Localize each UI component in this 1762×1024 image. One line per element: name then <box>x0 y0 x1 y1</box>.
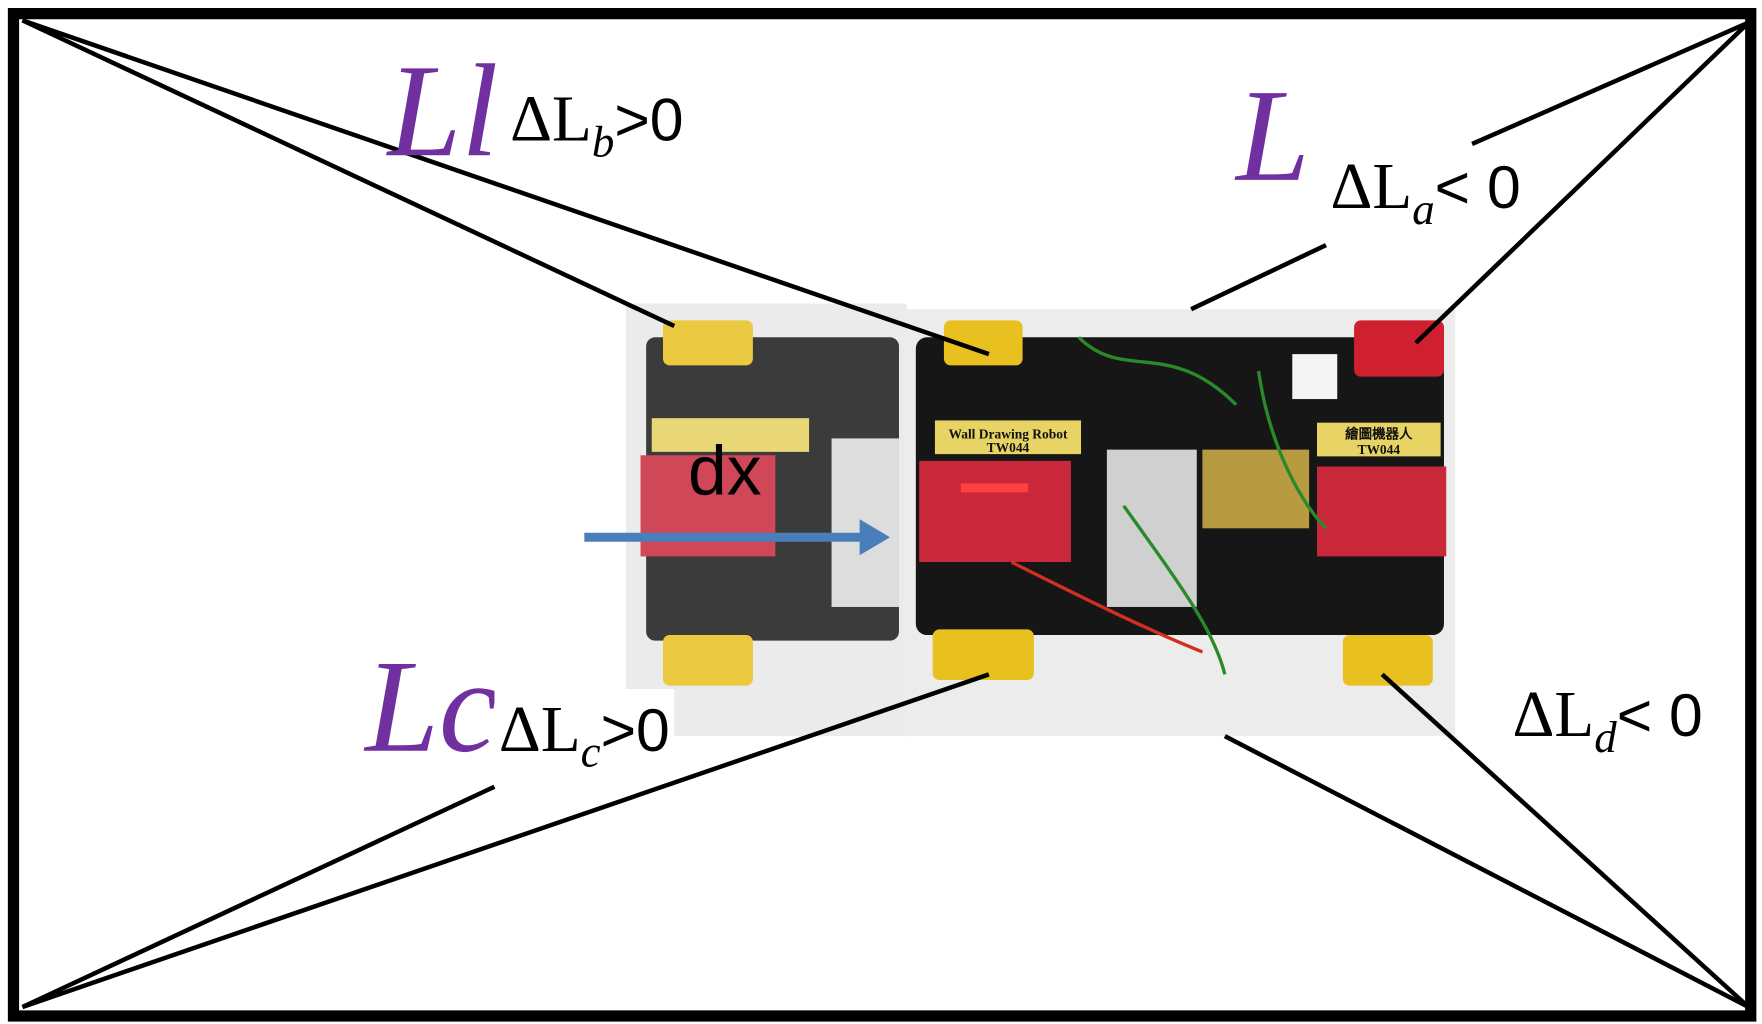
purple-label: Ll <box>386 37 499 184</box>
ghost-robot-photo <box>626 304 907 737</box>
delta-sub: a <box>1412 184 1434 234</box>
purple-label: L <box>1234 62 1310 209</box>
delta-relation: < 0 <box>1435 153 1521 221</box>
delta-relation: < 0 <box>1617 681 1703 749</box>
delta-sub: d <box>1594 712 1617 762</box>
dx-label: dx <box>688 432 762 510</box>
delta-relation: >0 <box>601 696 670 764</box>
photo-label: TW044 <box>987 440 1030 455</box>
delta-sub: c <box>581 727 601 777</box>
purple-label: Lc <box>363 633 498 780</box>
delta-sub: b <box>592 116 614 166</box>
delta-symbol: ΔL <box>499 694 581 766</box>
delta-symbol: ΔL <box>1330 151 1412 223</box>
robot-photo: Wall Drawing Robot TW044 繪圖機器人 TW044 <box>905 309 1456 736</box>
delta-symbol: ΔL <box>510 84 592 156</box>
photo-label: 繪圖機器人 <box>1345 425 1413 441</box>
delta-symbol: ΔL <box>1513 679 1595 751</box>
diagram: Wall Drawing Robot TW044 繪圖機器人 TW044 Ll … <box>0 0 1762 1024</box>
delta-relation: >0 <box>614 86 683 154</box>
photo-label: TW044 <box>1357 442 1400 457</box>
